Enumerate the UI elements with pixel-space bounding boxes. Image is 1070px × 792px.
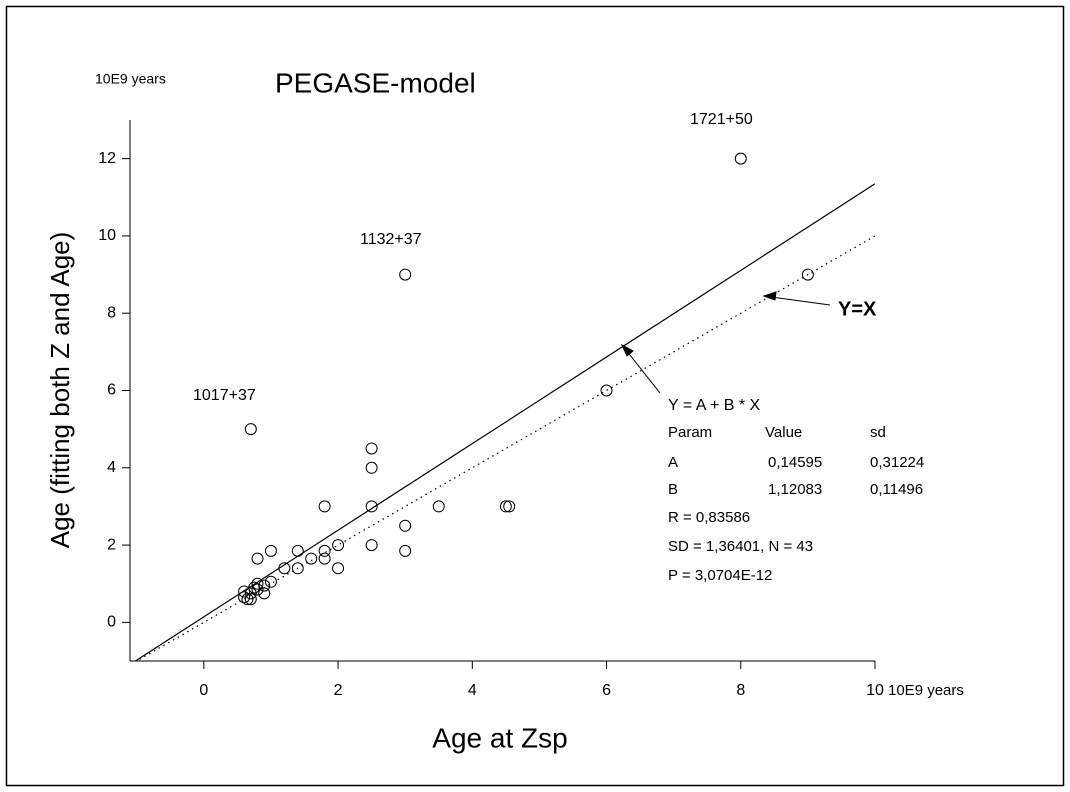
- y-tick-label: 10: [98, 227, 116, 244]
- data-point: [264, 544, 277, 557]
- data-point: [251, 583, 264, 596]
- data-point: [365, 500, 378, 513]
- fit-header: Value: [765, 424, 802, 441]
- data-point: [251, 552, 264, 565]
- data-point: [291, 544, 304, 557]
- arrow-head: [762, 291, 777, 301]
- data-point: [278, 562, 291, 575]
- y-tick-label: 12: [98, 150, 116, 167]
- annotation: 1132+37: [360, 231, 422, 248]
- data-point: [499, 500, 512, 513]
- annotation: Y=X: [838, 298, 877, 320]
- data-point: [734, 152, 747, 165]
- data-point: [365, 461, 378, 474]
- data-point: [251, 577, 264, 590]
- x-axis-label: Age at Zsp: [432, 722, 567, 753]
- fit-line: SD = 1,36401, N = 43: [668, 538, 813, 555]
- data-point: [399, 544, 412, 557]
- fit-cell: 0,11496: [870, 481, 923, 498]
- fit-line: [134, 183, 875, 661]
- data-point: [305, 552, 318, 565]
- x-tick-label: 0: [199, 682, 208, 699]
- data-point: [264, 575, 277, 588]
- x-tick-label: 10: [866, 682, 884, 699]
- fit-cell: B: [668, 481, 678, 498]
- frame: [5, 5, 1065, 787]
- chart-title: PEGASE-model: [275, 67, 476, 98]
- y-tick-label: 0: [107, 614, 116, 631]
- data-point: [291, 562, 304, 575]
- data-point: [241, 593, 254, 606]
- data-point: [399, 519, 412, 532]
- fit-header: sd: [870, 424, 886, 441]
- arrow-head: [620, 343, 634, 357]
- data-point: [244, 587, 257, 600]
- x-tick-label: 6: [602, 682, 611, 699]
- y-tick-label: 2: [107, 536, 116, 553]
- data-point: [238, 591, 251, 604]
- fit-cell: 0,14595: [768, 454, 822, 471]
- data-point: [432, 500, 445, 513]
- data-point: [332, 539, 345, 552]
- data-point: [503, 500, 516, 513]
- y-tick-label: 6: [107, 382, 116, 399]
- data-point: [244, 593, 257, 606]
- fit-cell: 1,12083: [768, 481, 822, 498]
- data-point: [238, 585, 251, 598]
- data-point: [365, 539, 378, 552]
- data-point: [258, 579, 271, 592]
- data-point: [318, 500, 331, 513]
- fit-header: Param: [668, 424, 712, 441]
- fit-cell: A: [668, 454, 678, 471]
- data-point: [318, 552, 331, 565]
- fit-equation: Y = A + B * X: [668, 397, 761, 414]
- annotation: 1017+37: [193, 387, 256, 404]
- data-point: [258, 587, 271, 600]
- data-point: [600, 384, 613, 397]
- x-tick-label: 4: [468, 682, 477, 699]
- data-point: [365, 442, 378, 455]
- data-point: [318, 544, 331, 557]
- y-tick-label: 4: [107, 459, 116, 476]
- data-point: [399, 268, 412, 281]
- arrows: [620, 291, 831, 394]
- x-tick-label: 2: [334, 682, 343, 699]
- x-unit: 10E9 years: [888, 682, 964, 699]
- fit-line: R = 0,83586: [668, 509, 750, 526]
- y-tick-label: 8: [107, 304, 116, 321]
- fit-cell: 0,31224: [870, 454, 924, 471]
- data-point: [332, 562, 345, 575]
- data-point: [801, 268, 814, 281]
- x-tick-label: 8: [736, 682, 745, 699]
- data-point: [244, 423, 257, 436]
- annotation: 1721+50: [690, 111, 753, 128]
- fit-line: P = 3,0704E-12: [668, 567, 772, 584]
- y-axis-label: Age (fitting both Z and Age): [45, 232, 75, 549]
- y-unit: 10E9 years: [95, 71, 166, 87]
